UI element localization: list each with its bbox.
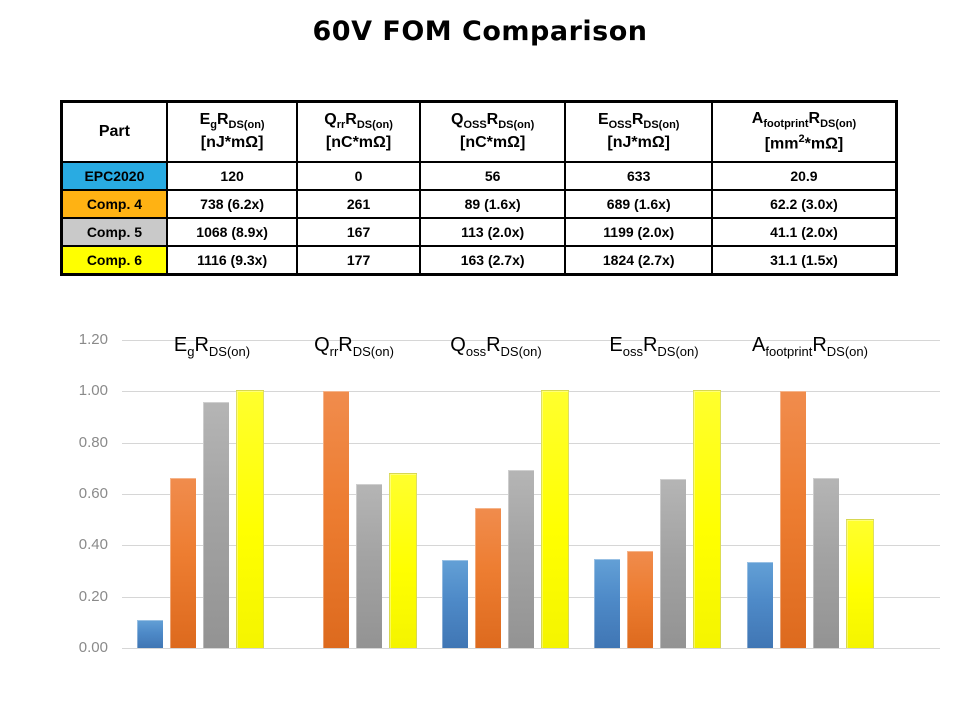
table-row-comp-5: Comp. 5 1068 (8.9x) 167 113 (2.0x) 1199 (2.0… xyxy=(60,217,898,247)
plot-area: EgRDS(on) QrrRDS(on) QossRDS(on) EossRDS(on… xyxy=(122,334,940,649)
value-cell: 163 (2.7x) xyxy=(418,245,567,276)
part-cell: Comp. 6 xyxy=(60,245,168,276)
table-row-comp-6: Comp. 6 1116 (9.3x) 177 163 (2.7x) 1824 (2.7… xyxy=(60,245,898,276)
bar-epc2020 xyxy=(747,561,773,648)
bar-epc2020 xyxy=(137,620,163,648)
header-cell-part: Part xyxy=(60,100,168,163)
fom-table-body: EPC2020 120 0 56 633 20.9 Comp. 4 738 (6.2x) 261… xyxy=(60,161,898,276)
bar-comp-6 xyxy=(846,518,874,648)
fom-label: QOSSRDS(on) xyxy=(450,111,535,132)
value-cell: 1068 (8.9x) xyxy=(165,217,299,247)
bar-comp-6 xyxy=(389,473,417,648)
value-cell: 177 xyxy=(296,245,421,276)
value-cell: 1824 (2.7x) xyxy=(564,245,713,276)
bar-group-2 xyxy=(290,391,417,648)
fom-label: EgRDS(on) xyxy=(199,111,265,132)
bar-comp-5 xyxy=(203,402,229,648)
fom-label: AfootprintRDS(on) xyxy=(751,110,857,131)
value-cell: 62.2 (3.0x) xyxy=(710,189,898,219)
bar-epc2020 xyxy=(594,558,620,648)
value-cell: 738 (6.2x) xyxy=(165,189,299,219)
fom-units: [nC*mΩ] xyxy=(325,133,392,151)
fom-units: [nJ*mΩ] xyxy=(607,133,670,151)
bar-comp-4 xyxy=(323,391,349,648)
bar-comp-4 xyxy=(170,478,196,648)
value-cell: 261 xyxy=(296,189,421,219)
part-cell: Comp. 5 xyxy=(60,217,168,247)
fom-table: Part EgRDS(on) [nJ*mΩ] QrrRDS(on) [nC*mΩ] QO… xyxy=(60,100,898,276)
bar-comp-5 xyxy=(660,479,686,648)
fom-label: EOSSRDS(on) xyxy=(597,111,680,132)
category-label-qrrrds-on-: QrrRDS(on) xyxy=(314,334,394,359)
y-tick-label: 1.20 xyxy=(78,331,108,348)
value-cell: 120 xyxy=(165,161,299,191)
bar-group-4 xyxy=(594,390,721,648)
bar-group-1 xyxy=(137,390,264,648)
gridline xyxy=(122,442,940,444)
fom-units: [nJ*mΩ] xyxy=(200,133,264,151)
y-tick-label: 0.60 xyxy=(78,485,108,502)
value-cell: 167 xyxy=(296,217,421,247)
part-cell: EPC2020 xyxy=(60,161,168,191)
bar-comp-6 xyxy=(541,390,569,648)
header-cell-fom-1: QrrRDS(on) [nC*mΩ] xyxy=(296,100,421,163)
bar-comp-4 xyxy=(475,507,501,648)
category-label-afootprintrds-on-: AfootprintRDS(on) xyxy=(752,334,868,359)
part-cell: Comp. 4 xyxy=(60,189,168,219)
value-cell: 56 xyxy=(418,161,567,191)
header-cell-fom-4: AfootprintRDS(on) [mm2*mΩ] xyxy=(710,100,898,163)
fom-bar-chart: 1.20 1.00 0.80 0.60 0.40 0.20 0.00 EgRDS(on) Qr… xyxy=(58,331,942,662)
bar-comp-5 xyxy=(508,470,534,648)
bar-comp-5 xyxy=(813,478,839,648)
table-row-epc2020: EPC2020 120 0 56 633 20.9 xyxy=(60,161,898,191)
fom-units: [nC*mΩ] xyxy=(460,133,526,151)
bar-comp-6 xyxy=(693,390,721,648)
table-row-comp-4: Comp. 4 738 (6.2x) 261 89 (1.6x) 689 (1.6x) 6… xyxy=(60,189,898,219)
y-tick-label: 0.00 xyxy=(78,639,108,656)
value-cell: 1116 (9.3x) xyxy=(165,245,299,276)
bar-comp-4 xyxy=(780,391,806,648)
value-cell: 41.1 (2.0x) xyxy=(710,217,898,247)
value-cell: 20.9 xyxy=(710,161,898,191)
category-label-qossrds-on-: QossRDS(on) xyxy=(450,334,542,359)
value-cell: 31.1 (1.5x) xyxy=(710,245,898,276)
bar-comp-6 xyxy=(236,390,264,648)
value-cell: 633 xyxy=(564,161,713,191)
y-tick-label: 1.00 xyxy=(78,382,108,400)
value-cell: 1199 (2.0x) xyxy=(564,217,713,247)
fom-units: [mm2*mΩ] xyxy=(764,132,844,152)
gridline xyxy=(122,648,940,649)
fom-table-header: Part EgRDS(on) [nJ*mΩ] QrrRDS(on) [nC*mΩ] QO… xyxy=(60,100,898,163)
gridline xyxy=(122,340,940,341)
y-tick-label: 0.40 xyxy=(78,536,108,554)
page-title: 60V FOM Comparison xyxy=(312,16,648,47)
bar-comp-4 xyxy=(627,551,653,648)
value-cell: 89 (1.6x) xyxy=(418,189,567,219)
category-label-eossrds-on-: EossRDS(on) xyxy=(609,334,699,359)
header-cell-fom-2: QOSSRDS(on) [nC*mΩ] xyxy=(418,100,567,163)
bar-epc2020 xyxy=(442,559,468,648)
y-tick-label: 0.20 xyxy=(78,587,108,605)
value-cell: 0 xyxy=(296,161,421,191)
header-cell-fom-3: EOSSRDS(on) [nJ*mΩ] xyxy=(564,100,713,163)
header-cell-fom-0: EgRDS(on) [nJ*mΩ] xyxy=(165,100,299,163)
bar-group-5 xyxy=(747,391,874,648)
value-cell: 689 (1.6x) xyxy=(564,189,713,219)
fom-label: QrrRDS(on) xyxy=(324,111,393,132)
bar-comp-5 xyxy=(356,483,382,648)
bar-group-3 xyxy=(442,390,569,648)
value-cell: 113 (2.0x) xyxy=(418,217,567,247)
header-row: Part EgRDS(on) [nJ*mΩ] QrrRDS(on) [nC*mΩ] QO… xyxy=(60,100,898,163)
y-tick-label: 0.80 xyxy=(78,433,108,451)
gridline xyxy=(122,391,940,393)
category-label-egrds-on-: EgRDS(on) xyxy=(173,334,251,359)
